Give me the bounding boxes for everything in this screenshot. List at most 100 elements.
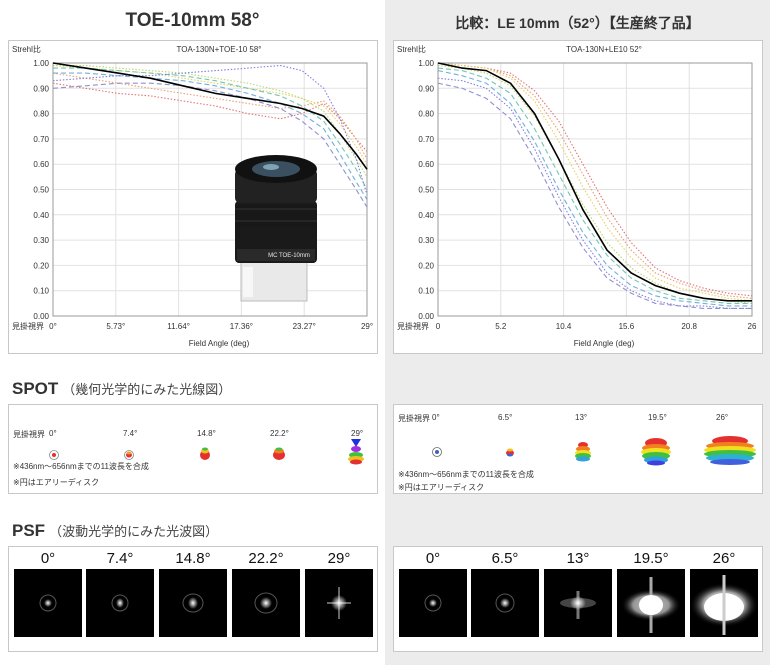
spot-angle-4: 29°: [351, 429, 364, 438]
spot-diagram-1: [506, 448, 514, 457]
series-line-8: [437, 82, 752, 309]
x-tick-label: 23.27°: [293, 322, 316, 331]
x-tick-label: 5.73°: [106, 322, 125, 331]
spot-angle-1: 6.5°: [498, 413, 513, 422]
y-tick-label: 0.00: [33, 312, 49, 321]
y-axis-label: Strehl比: [12, 44, 41, 54]
spot-diagram-0: [432, 447, 442, 457]
psf-angle-1: 7.4°: [106, 550, 134, 567]
spot-diagram-2: [575, 442, 591, 462]
y-tick-label: 0.90: [33, 84, 49, 93]
series-line-3: [52, 64, 368, 165]
series-line-4: [437, 64, 753, 304]
psf-image-3: [617, 569, 685, 637]
x-tick-label: 0: [436, 322, 441, 331]
right-psf-panel: 0° 6.5° 13° 19.5° 26°: [393, 546, 763, 652]
psf-angle-0: 0°: [425, 550, 441, 567]
y-tick-label: 0.50: [418, 186, 434, 195]
psf-image-0: [14, 569, 82, 637]
spot-diagram-2: [200, 447, 210, 460]
right-spot-panel: 見掛視界 0° 6.5° 13° 19.5° 26°: [393, 404, 763, 494]
left-chart-panel: Strehl比 TOA-130N+TOE-10 58° 見掛視界 Field A…: [8, 40, 378, 354]
series-line-8: [52, 82, 368, 208]
x-axis-name: 見掛視界: [397, 321, 429, 331]
y-axis-label: Strehl比: [397, 44, 426, 54]
spot-axis-name: 見掛視界: [398, 414, 430, 423]
psf-image-4: [305, 569, 373, 637]
y-tick-label: 0.70: [418, 135, 434, 144]
psf-image-2: [159, 569, 227, 637]
series-line-5: [437, 67, 752, 304]
x-tick-label: 10.4: [556, 322, 572, 331]
left-title: TOE-10mm 58°: [125, 10, 260, 31]
right-chart-panel: Strehl比 TOA-130N+LE10 52° 見掛視界 Field Ang…: [393, 40, 763, 354]
psf-angle-4: 26°: [712, 550, 736, 567]
spot-angle-1: 7.4°: [123, 429, 138, 438]
y-tick-label: 0.00: [418, 312, 434, 321]
x-axis-label: Field Angle (deg): [574, 339, 635, 348]
y-tick-label: 1.00: [418, 59, 434, 68]
right-strehl-chart: Strehl比 TOA-130N+LE10 52° 見掛視界 Field Ang…: [397, 44, 757, 348]
wavelength-note: ※436nm～656nmまでの11波長を合成: [13, 462, 149, 471]
spot-diagram-4: [348, 439, 364, 465]
x-tick-label: 20.8: [681, 322, 697, 331]
airy-note: ※円はエアリーディスク: [13, 478, 100, 487]
y-tick-label: 0.60: [418, 160, 434, 169]
series-line-0: [52, 62, 368, 170]
psf-angle-1: 6.5°: [491, 550, 519, 567]
x-tick-label: 26: [748, 322, 757, 331]
y-tick-label: 0.30: [33, 236, 49, 245]
x-tick-label: 17.36°: [230, 322, 253, 331]
spot-diagram-3: [641, 438, 671, 466]
x-axis-label: Field Angle (deg): [189, 339, 250, 348]
psf-angle-3: 22.2°: [248, 550, 284, 567]
left-spot-panel: 見掛視界 0° 7.4° 14.8° 22.2° 29° ※436nm～656n…: [8, 404, 378, 494]
x-tick-label: 0°: [49, 322, 57, 331]
chart-title: TOA-130N+LE10 52°: [566, 45, 642, 54]
psf-angle-2: 13°: [566, 550, 590, 567]
psf-image-0: [399, 569, 467, 637]
series-line-2: [437, 62, 753, 299]
series-line-1: [437, 62, 753, 297]
y-tick-label: 0.80: [33, 110, 49, 119]
x-tick-label: 29°: [361, 322, 373, 331]
psf-angle-3: 19.5°: [633, 550, 669, 567]
right-title: 比較：LE 10mm（52°）【生産終了品】: [455, 15, 700, 31]
spot-angle-4: 26°: [716, 413, 729, 422]
psf-image-1: [471, 569, 539, 637]
psf-image-1: [86, 569, 154, 637]
y-tick-label: 1.00: [33, 59, 49, 68]
series-line-7: [52, 64, 368, 195]
y-tick-label: 0.20: [418, 261, 434, 270]
left-spot-diagrams: [49, 439, 364, 465]
spot-angle-0: 0°: [432, 413, 440, 422]
y-tick-label: 0.20: [33, 261, 49, 270]
psf-section-title: PSF （波動光学的にみた光波図）: [12, 521, 219, 540]
eyepiece-image: MC TOE-10mm: [235, 155, 317, 302]
psf-angle-2: 14.8°: [175, 550, 211, 567]
y-tick-label: 0.10: [418, 287, 434, 296]
y-tick-label: 0.70: [33, 135, 49, 144]
plot-frame: [437, 62, 753, 317]
series-line-6: [53, 72, 368, 200]
series-line-6: [437, 70, 752, 307]
spot-axis-name: 見掛視界: [13, 430, 45, 439]
series-line-7: [437, 77, 752, 309]
psf-angle-4: 29°: [327, 550, 351, 567]
spot-angle-0: 0°: [49, 429, 57, 438]
y-tick-label: 0.40: [33, 211, 49, 220]
plot-area: 0.00 0.10 0.20 0.30 0.40 0.50 0.60 0.70 0.80 0.90…: [418, 59, 757, 331]
spot-section-title: SPOT （幾何光学的にみた光線図）: [12, 379, 232, 398]
left-psf-panel: 0° 7.4° 14.8° 22.2° 29°: [8, 546, 378, 652]
psf-angle-0: 0°: [40, 550, 56, 567]
x-tick-label: 11.64°: [167, 322, 190, 331]
left-strehl-chart: Strehl比 TOA-130N+TOE-10 58° 見掛視界 Field A…: [12, 44, 373, 348]
psf-image-2: [544, 569, 612, 637]
y-tick-label: 0.80: [418, 110, 434, 119]
y-tick-label: 0.90: [418, 84, 434, 93]
eyepiece-label: MC TOE-10mm: [268, 253, 310, 259]
spot-angle-2: 14.8°: [197, 429, 216, 438]
airy-note: ※円はエアリーディスク: [398, 483, 485, 492]
series-line-1: [52, 82, 368, 152]
y-tick-label: 0.30: [418, 236, 434, 245]
